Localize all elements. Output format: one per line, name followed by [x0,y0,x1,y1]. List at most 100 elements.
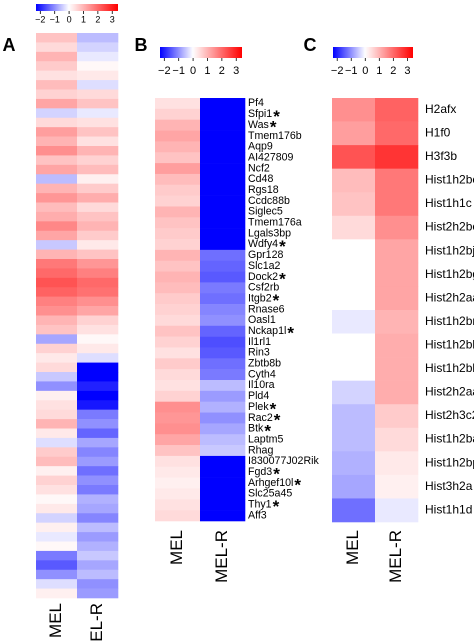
heatmap-cell [200,314,246,327]
heatmap-cell [36,61,78,71]
heatmap-cell [36,80,78,90]
heatmap-cell [36,541,78,552]
row-label: Aqp9 [248,141,273,153]
column-label: MEL [167,530,186,565]
heatmap-cell [77,362,119,373]
heatmap-cell [36,98,78,109]
heatmap-cell [77,136,119,147]
heatmap-cell [332,333,376,358]
marker: * [270,118,277,137]
row-label: Hist1h2bc [425,173,474,187]
heatmap-cell [77,202,119,213]
heatmap-cell [200,163,246,175]
heatmap-cell [77,343,119,354]
heatmap-cell [155,314,201,327]
heatmap-cell [36,522,78,533]
row-label: H3f3b [425,149,457,163]
heatmap-cell [155,499,201,511]
heatmap-cell [36,362,78,373]
heatmap-cell [77,315,119,326]
heatmap-cell [36,108,78,119]
heatmap-cell [77,485,119,495]
heatmap-cell [375,474,419,499]
row-label: Ccdc88b [248,195,290,207]
heatmap-cell [200,510,246,522]
heatmap-cell [77,400,119,410]
colorbar-tick-label: −2 [35,14,45,24]
heatmap-cell [200,206,246,218]
row-label: Hist1h2bk [425,361,474,375]
row-label: Il10ra [248,379,275,391]
heatmap-cell [200,228,246,240]
heatmap-cell [200,369,246,381]
heatmap-cell [77,230,119,241]
heatmap-cell [36,296,78,307]
row-label: Csf2rb [248,282,279,294]
heatmap-cell [155,206,201,218]
colorbar [333,47,413,58]
row-label: Nckap1l [248,325,286,337]
heatmap-cell [332,121,376,146]
heatmap-cell [155,369,201,381]
heatmap-cell [200,195,246,207]
colorbar-tick-label: 0 [362,65,368,77]
panel-label: C [304,35,317,55]
row-label: Cyth4 [248,368,276,380]
heatmap-cell [77,42,119,53]
heatmap-cell [36,588,78,599]
heatmap-cell [200,119,246,131]
heatmap-cell [77,287,119,297]
heatmap-cell [200,130,246,142]
heatmap-cell [332,404,376,429]
heatmap-cell [332,357,376,381]
heatmap-cell [155,163,201,175]
heatmap-cell [200,239,246,251]
colorbar-tick-label: 1 [204,65,210,77]
heatmap-cell [77,541,119,552]
heatmap-cell [36,485,78,495]
row-label: Rgs18 [248,184,279,196]
heatmap-cell [36,466,78,476]
heatmap-cell [332,262,376,287]
heatmap-cell [200,412,246,424]
heatmap-cell [332,427,376,452]
row-label: Tmem176a [248,217,302,229]
heatmap-cell [155,98,201,110]
row-label: Pf4 [248,97,264,109]
heatmap-cell [200,271,246,283]
heatmap-cell [36,372,78,382]
heatmap-cell [36,579,78,589]
heatmap-cell [77,296,119,307]
heatmap-cell [375,145,419,169]
heatmap-cell [332,474,376,499]
row-label: Laptm5 [248,433,283,445]
colorbar-tick-label: 0 [67,14,72,24]
heatmap-cell [36,174,78,184]
row-label: AI427809 [248,151,294,163]
row-label: Thy1 [248,499,272,511]
heatmap-cell [77,579,119,589]
heatmap-cell [36,42,78,53]
panel-label: A [3,35,16,55]
heatmap-cell [200,488,246,500]
heatmap-cell [155,184,201,196]
heatmap-cell [200,98,246,110]
row-label: Hist2h2aa1 [425,385,474,399]
heatmap-cell [77,117,119,128]
heatmap-cell [77,127,119,137]
heatmap-cell [155,249,201,261]
row-label: Slc1a2 [248,260,281,272]
row-label: Rnase6 [248,303,285,315]
row-label: Arhgef10l [248,477,293,489]
row-label: Btk [248,423,264,435]
heatmap-cell [36,146,78,156]
row-label: Hist2h2be [425,220,474,234]
heatmap-cell [77,183,119,194]
heatmap-cell [155,282,201,294]
row-label: Hist1h1c [425,196,472,210]
heatmap-cell [77,560,119,571]
heatmap-cell [77,221,119,232]
colorbar-tick-label: 3 [233,65,239,77]
heatmap-cell [36,240,78,250]
heatmap-cell [36,315,78,326]
